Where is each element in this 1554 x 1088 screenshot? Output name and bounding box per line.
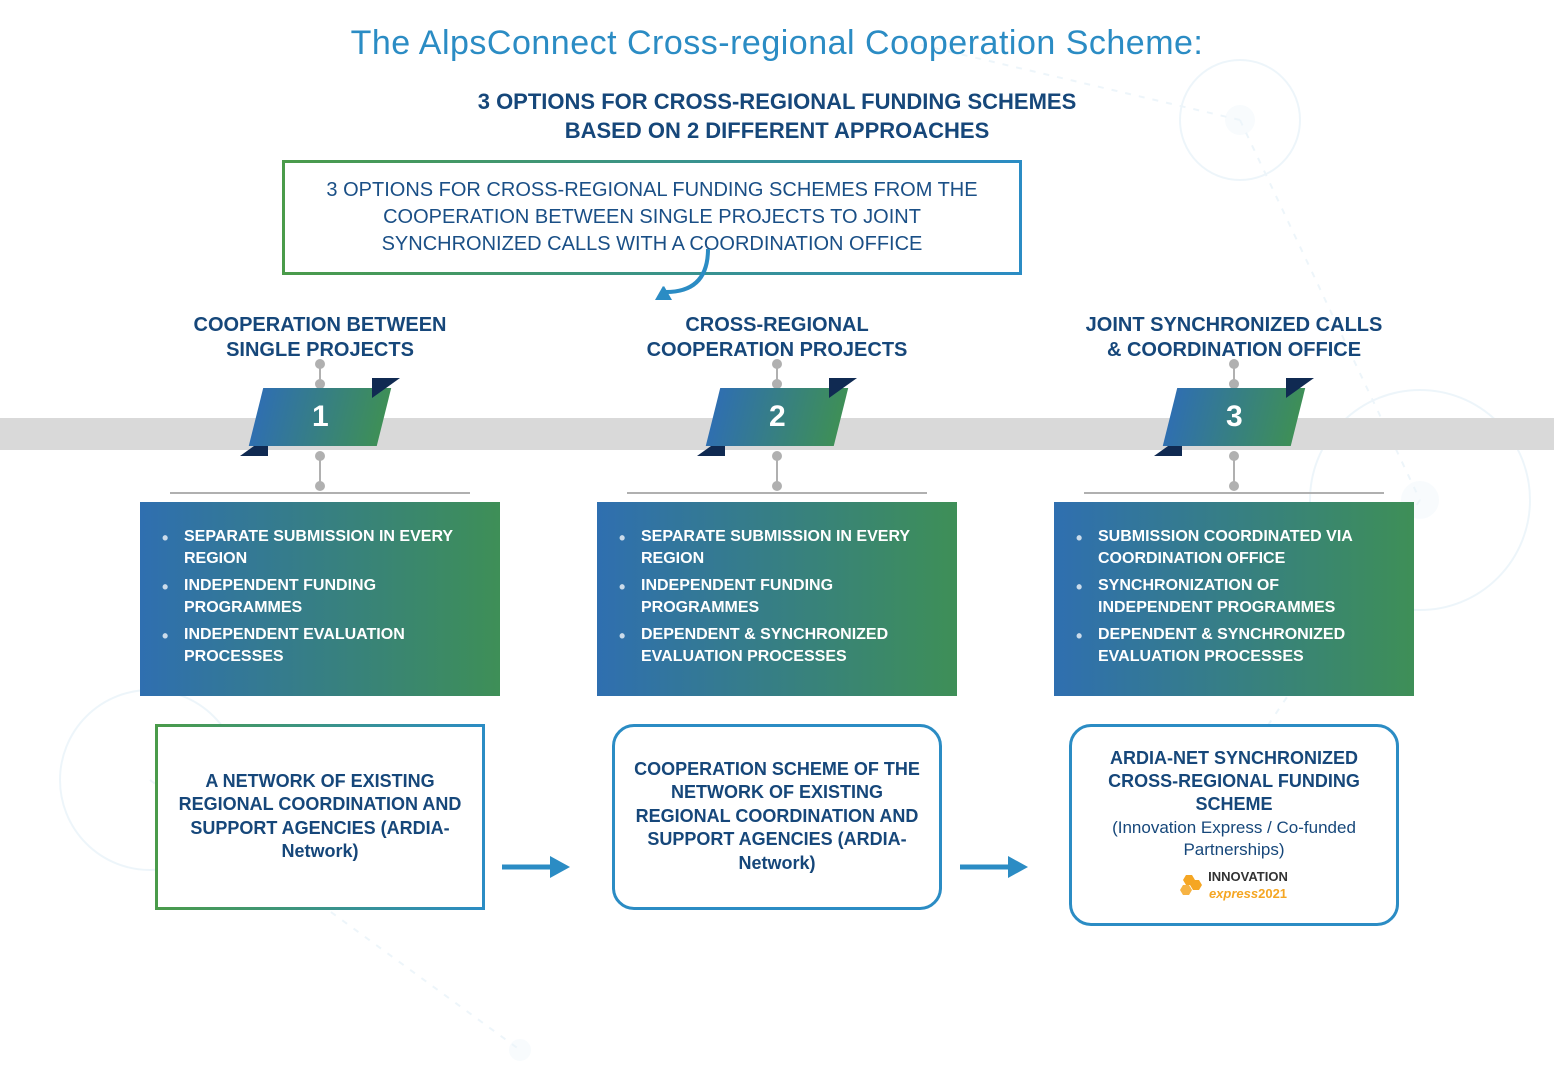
heading-line1: CROSS-REGIONAL (647, 313, 908, 338)
number-flag: 2 (697, 388, 857, 446)
bullet-item: INDEPENDENT FUNDING PROGRAMMES (619, 575, 935, 618)
connector-stem (319, 456, 321, 486)
column-heading: CROSS-REGIONAL COOPERATION PROJECTS (647, 312, 908, 364)
number-flag: 1 (240, 388, 400, 446)
logo-word-innovation: INNOVATION (1208, 869, 1288, 884)
connector-cap (627, 492, 927, 494)
bullet-item: DEPENDENT & SYNCHRONIZED EVALUATION PROC… (619, 624, 935, 667)
bullet-item: SEPARATE SUBMISSION IN EVERY REGION (162, 526, 478, 569)
flag-body: 3 (1163, 388, 1305, 446)
option-column-1: COOPERATION BETWEEN SINGLE PROJECTS 1 SE… (120, 312, 520, 926)
page-subtitle: 3 OPTIONS FOR CROSS-REGIONAL FUNDING SCH… (0, 88, 1554, 145)
flag-number: 1 (312, 400, 329, 434)
page-title: The AlpsConnect Cross-regional Cooperati… (0, 24, 1554, 63)
heading-line1: JOINT SYNCHRONIZED CALLS (1086, 313, 1383, 338)
connector-stem (1233, 364, 1235, 384)
outcome-text: ARDIA-NET SYNCHRONIZED CROSS-REGIONAL FU… (1090, 747, 1378, 817)
bullet-item: SYNCHRONIZATION OF INDEPENDENT PROGRAMME… (1076, 575, 1392, 618)
flag-fold-right (829, 378, 857, 398)
subtitle-line1: 3 OPTIONS FOR CROSS-REGIONAL FUNDING SCH… (0, 88, 1554, 117)
columns-container: COOPERATION BETWEEN SINGLE PROJECTS 1 SE… (120, 312, 1434, 926)
flag-body: 1 (249, 388, 391, 446)
connector-stem (1233, 456, 1235, 486)
connector-stem (319, 364, 321, 384)
feature-bullets: SUBMISSION COORDINATED VIA COORDINATION … (1054, 502, 1414, 696)
outcome-box: ARDIA-NET SYNCHRONIZED CROSS-REGIONAL FU… (1069, 724, 1399, 926)
connector-cap (1084, 492, 1384, 494)
connector-cap (170, 492, 470, 494)
hexagon-cluster-icon (1180, 875, 1204, 896)
connector-stem (776, 456, 778, 486)
subtitle-line2: BASED ON 2 DIFFERENT APPROACHES (0, 117, 1554, 146)
bullet-item: SUBMISSION COORDINATED VIA COORDINATION … (1076, 526, 1392, 569)
number-flag: 3 (1154, 388, 1314, 446)
outcome-box: COOPERATION SCHEME OF THE NETWORK OF EXI… (612, 724, 942, 910)
heading-line1: COOPERATION BETWEEN (194, 313, 447, 338)
innovation-express-logo: INNOVATION express2021 (1180, 869, 1288, 903)
flag-number: 3 (1226, 400, 1243, 434)
flag-fold-right (372, 378, 400, 398)
outcome-text: A NETWORK OF EXISTING REGIONAL COORDINAT… (176, 770, 464, 864)
connector-stem (776, 364, 778, 384)
feature-bullets: SEPARATE SUBMISSION IN EVERY REGION INDE… (140, 502, 500, 696)
column-heading: COOPERATION BETWEEN SINGLE PROJECTS (194, 312, 447, 364)
outcome-box: A NETWORK OF EXISTING REGIONAL COORDINAT… (155, 724, 485, 910)
flag-number: 2 (769, 400, 786, 434)
flag-body: 2 (706, 388, 848, 446)
option-column-2: CROSS-REGIONAL COOPERATION PROJECTS 2 SE… (577, 312, 977, 926)
bullet-item: DEPENDENT & SYNCHRONIZED EVALUATION PROC… (1076, 624, 1392, 667)
logo-year: 2021 (1258, 886, 1287, 901)
logo-word-express: express (1209, 886, 1258, 901)
bullet-item: INDEPENDENT EVALUATION PROCESSES (162, 624, 478, 667)
intro-arrow-icon (648, 244, 718, 314)
outcome-subtext: (Innovation Express / Co-funded Partners… (1090, 817, 1378, 861)
feature-bullets: SEPARATE SUBMISSION IN EVERY REGION INDE… (597, 502, 957, 696)
column-heading: JOINT SYNCHRONIZED CALLS & COORDINATION … (1086, 312, 1383, 364)
bullet-item: INDEPENDENT FUNDING PROGRAMMES (162, 575, 478, 618)
flag-fold-right (1286, 378, 1314, 398)
option-column-3: JOINT SYNCHRONIZED CALLS & COORDINATION … (1034, 312, 1434, 926)
bullet-item: SEPARATE SUBMISSION IN EVERY REGION (619, 526, 935, 569)
outcome-text: COOPERATION SCHEME OF THE NETWORK OF EXI… (633, 758, 921, 875)
